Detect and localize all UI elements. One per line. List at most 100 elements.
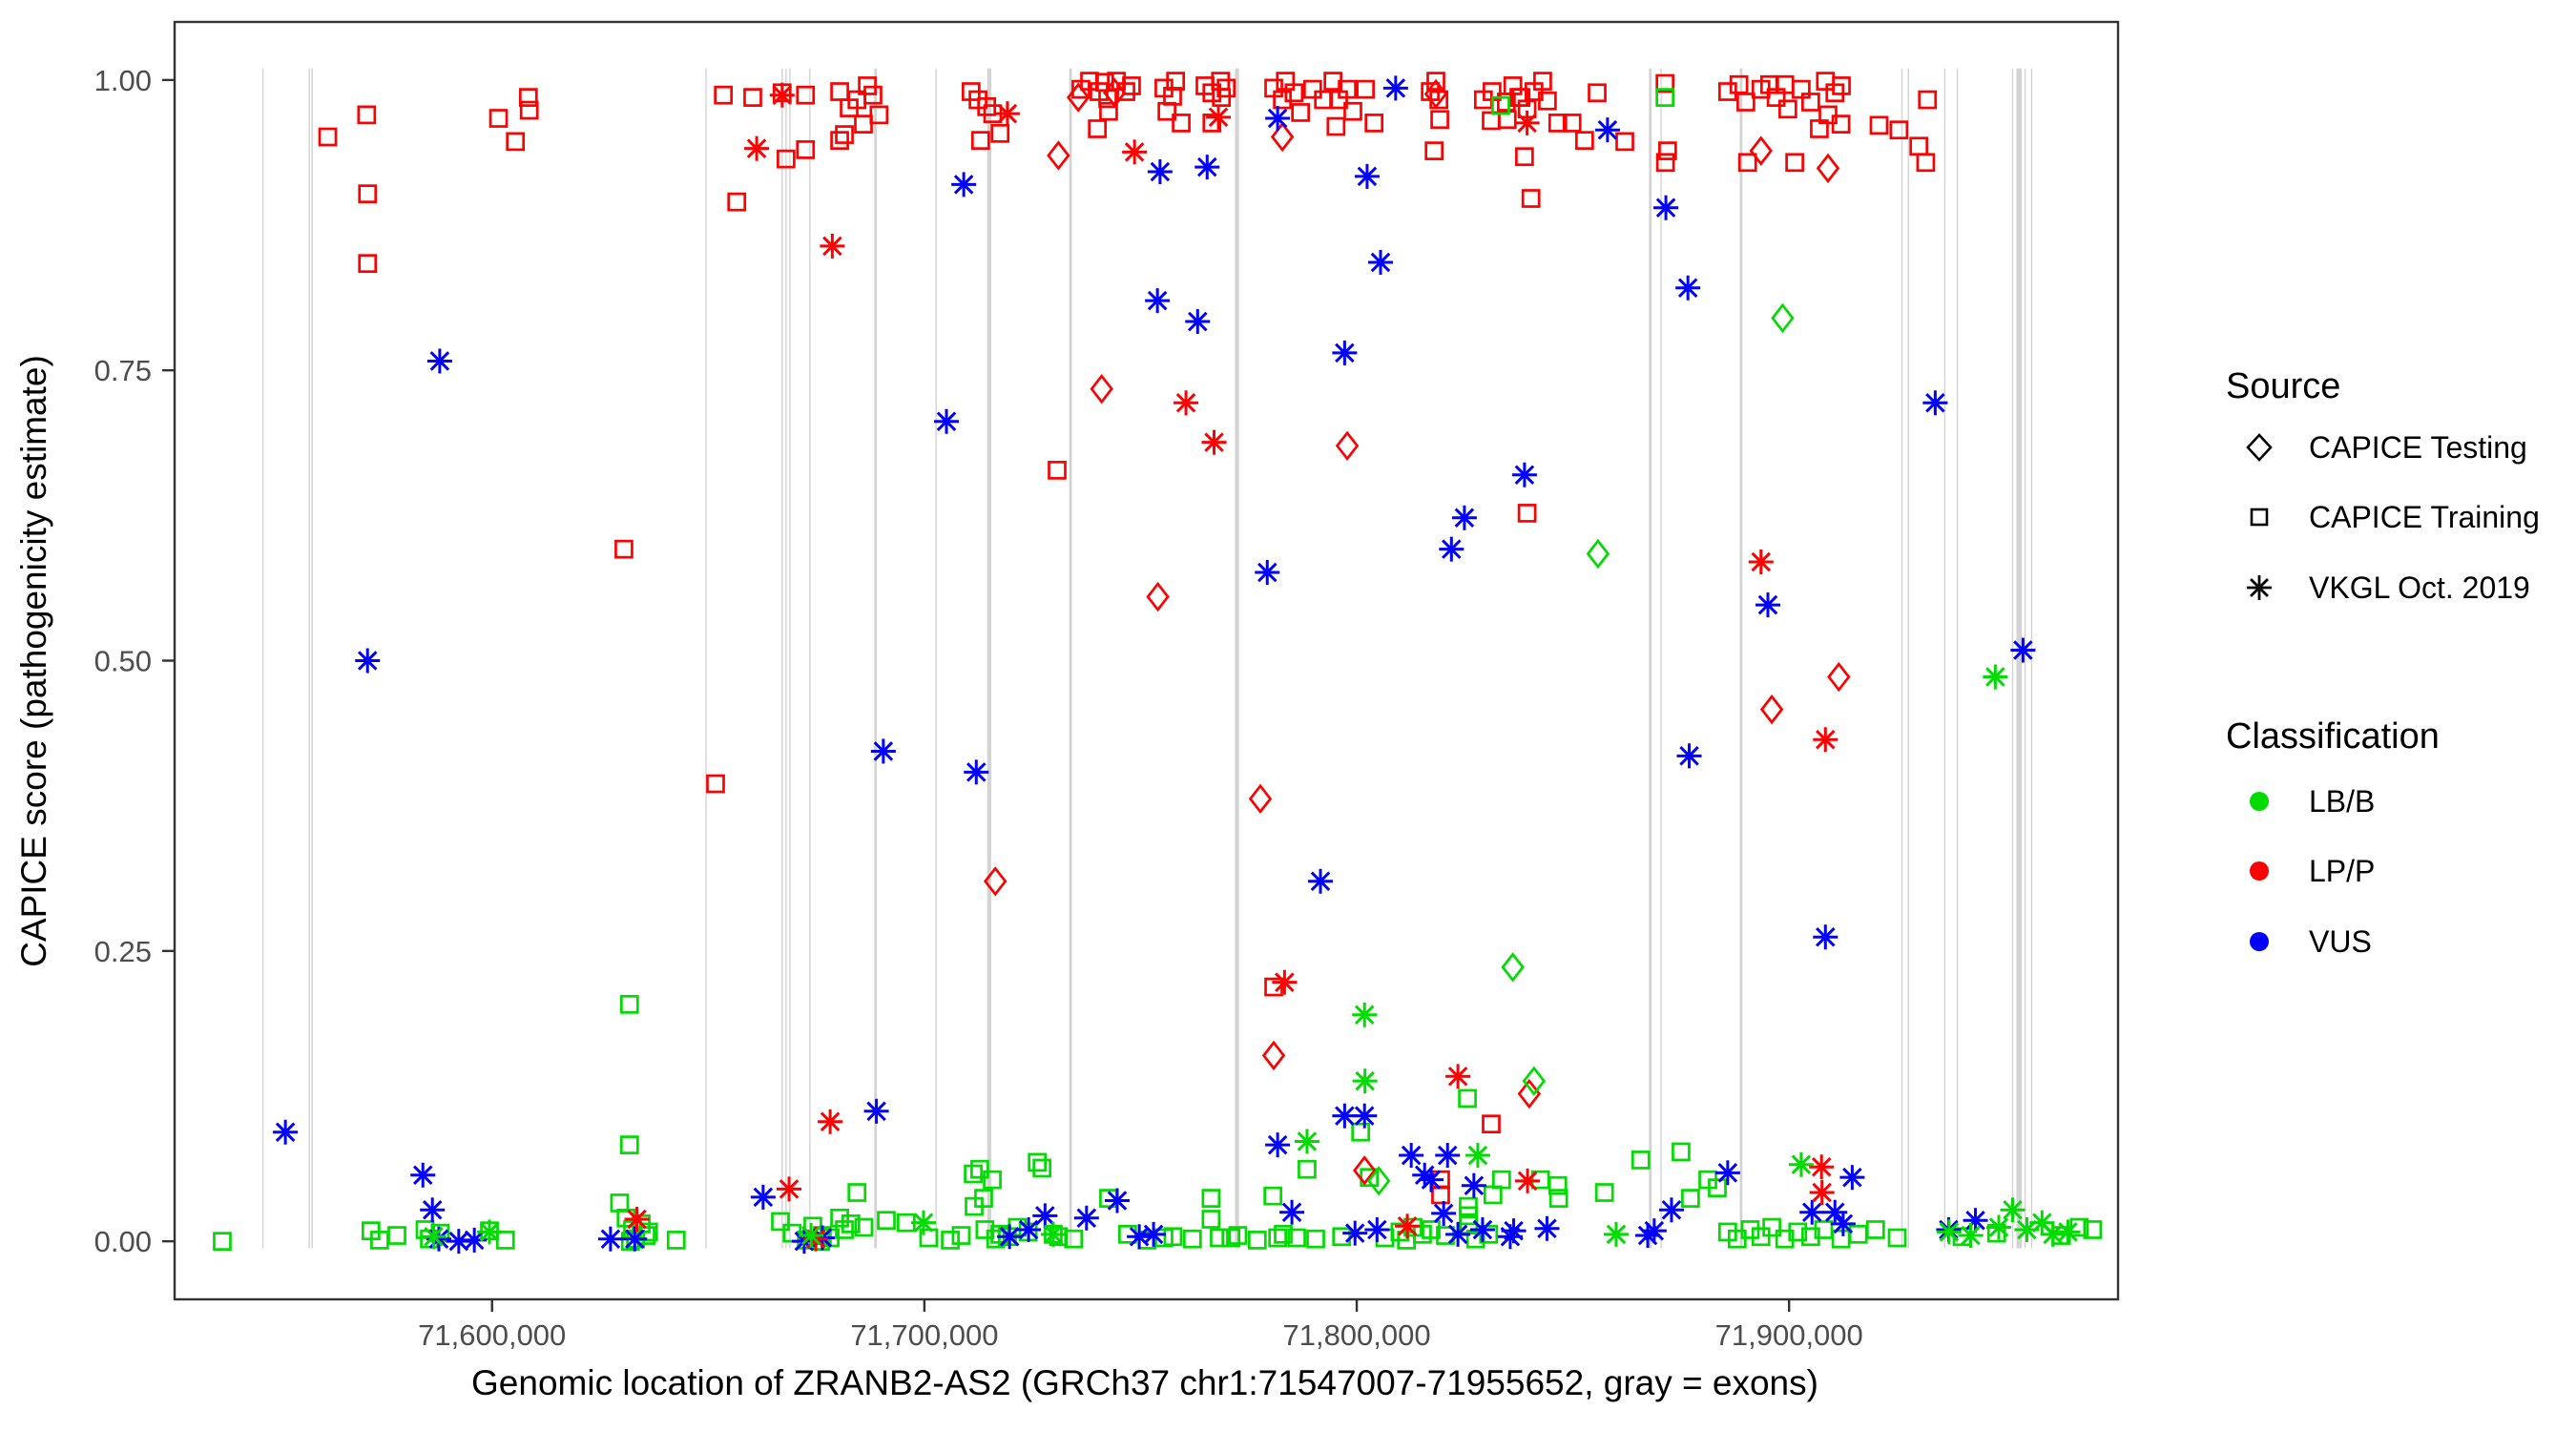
training-square-marker xyxy=(1431,1185,1450,1205)
training-square-marker xyxy=(1099,101,1118,121)
training-square-marker xyxy=(1792,79,1811,99)
vkgl-asterisk-marker xyxy=(1936,1219,1962,1245)
vkgl-asterisk-marker xyxy=(1501,1218,1527,1244)
vkgl-asterisk-marker xyxy=(1073,1205,1099,1231)
training-square-marker xyxy=(1708,1178,1727,1197)
y-tick-label: 0.75 xyxy=(94,354,152,387)
training-square-marker xyxy=(387,1226,406,1245)
vkgl-asterisk-marker xyxy=(1465,1143,1490,1169)
vkgl-asterisk-marker xyxy=(1748,550,1774,575)
training-square-marker xyxy=(965,1196,984,1216)
training-square-marker xyxy=(1788,1222,1808,1242)
training-square-marker xyxy=(1588,83,1607,103)
training-square-marker xyxy=(835,1220,854,1239)
training-square-marker xyxy=(1201,1210,1221,1229)
training-square-marker xyxy=(1458,1089,1477,1109)
vkgl-asterisk-marker xyxy=(622,1226,648,1252)
vkgl-asterisk-marker xyxy=(910,1210,936,1235)
plot-panel-border xyxy=(173,20,2120,1301)
training-square-marker xyxy=(1216,78,1236,98)
vkgl-asterisk-marker xyxy=(750,1184,776,1210)
legend-source-title: Source xyxy=(2226,366,2340,406)
training-square-marker xyxy=(1658,141,1677,160)
training-square-marker xyxy=(964,1164,983,1184)
vkgl-asterisk-marker xyxy=(477,1219,503,1245)
training-square-marker xyxy=(990,124,1010,143)
training-square-marker xyxy=(835,125,854,144)
training-square-marker xyxy=(714,85,734,105)
vkgl-asterisk-marker xyxy=(421,1224,447,1250)
vkgl-asterisk-marker xyxy=(2055,1219,2081,1245)
training-square-marker xyxy=(1287,1228,1306,1248)
training-square-marker xyxy=(830,1208,849,1228)
training-square-marker xyxy=(1426,72,1445,91)
training-square-marker xyxy=(1778,99,1797,119)
testing-diamond-marker xyxy=(1248,783,1273,815)
testing-diamond-marker xyxy=(983,866,1008,897)
vkgl-asterisk-marker xyxy=(273,1119,299,1145)
vkgl-asterisk-marker xyxy=(1986,1214,2011,1240)
training-square-marker xyxy=(1832,76,1851,95)
training-square-marker xyxy=(1430,110,1449,130)
training-square-marker xyxy=(796,140,816,159)
training-square-marker xyxy=(841,1214,861,1234)
training-square-marker xyxy=(743,88,762,107)
vkgl-asterisk-marker xyxy=(1511,462,1537,487)
vkgl-asterisk-marker xyxy=(1265,1132,1291,1158)
testing-diamond-marker xyxy=(1827,661,1851,693)
training-square-marker xyxy=(771,1212,790,1232)
testing-diamond-marker xyxy=(1816,153,1840,184)
vkgl-asterisk-marker xyxy=(744,135,770,161)
vkgl-asterisk-marker xyxy=(1534,1215,1560,1241)
training-square-marker xyxy=(1918,90,1938,110)
legend-item-vus: VUS xyxy=(2309,924,2372,959)
legend-item-capice-training: CAPICE Training xyxy=(2309,500,2540,534)
vkgl-asterisk-marker xyxy=(1294,1129,1319,1154)
training-square-marker xyxy=(1274,1224,1293,1244)
vkgl-asterisk-marker xyxy=(1279,1199,1305,1225)
vkgl-asterisk-marker xyxy=(1830,1211,1856,1236)
testing-diamond-marker xyxy=(1366,1166,1391,1196)
training-square-marker xyxy=(1302,79,1322,99)
vkgl-asterisk-marker xyxy=(1514,110,1540,135)
x-tick-label: 71,900,000 xyxy=(1715,1318,1863,1352)
vkgl-asterisk-marker xyxy=(1431,1200,1457,1226)
vkgl-asterisk-marker xyxy=(2000,1197,2025,1223)
vkgl-asterisk-marker xyxy=(1382,75,1408,101)
vkgl-asterisk-marker xyxy=(1445,1221,1471,1247)
vkgl-asterisk-marker xyxy=(1435,1143,1461,1169)
testing-diamond-marker xyxy=(1501,952,1525,983)
vkgl-asterisk-marker xyxy=(1332,340,1358,365)
training-square-marker xyxy=(1048,461,1067,480)
diamond-icon xyxy=(2246,433,2273,462)
training-square-marker xyxy=(1364,114,1384,133)
vkgl-asterisk-marker xyxy=(1032,1203,1058,1229)
vkgl-asterisk-marker xyxy=(1439,536,1465,562)
vkgl-asterisk-marker xyxy=(820,233,845,259)
training-square-marker xyxy=(614,539,634,559)
vkgl-asterisk-marker xyxy=(410,1162,436,1188)
testing-diamond-marker xyxy=(1749,135,1773,166)
training-square-marker xyxy=(1533,72,1552,91)
vkgl-asterisk-marker xyxy=(1122,139,1148,165)
training-square-marker xyxy=(854,1217,874,1237)
training-square-marker xyxy=(1314,90,1334,110)
vkgl-asterisk-marker xyxy=(1922,390,1948,416)
training-square-marker xyxy=(1517,504,1537,523)
training-square-marker xyxy=(1655,88,1675,107)
training-square-marker xyxy=(970,131,990,151)
vkgl-asterisk-marker xyxy=(1201,429,1227,455)
legend-classification-title: Classification xyxy=(2226,716,2440,757)
vkgl-asterisk-marker xyxy=(863,1098,889,1124)
training-square-marker xyxy=(869,105,889,125)
training-square-marker xyxy=(1916,153,1936,173)
training-square-marker xyxy=(1810,119,1829,138)
y-tick-label: 0.25 xyxy=(94,935,152,968)
training-square-marker xyxy=(1172,114,1191,133)
training-square-marker xyxy=(1483,1185,1503,1205)
training-square-marker xyxy=(830,82,849,101)
x-tick-label: 71,700,000 xyxy=(850,1318,998,1352)
data-points xyxy=(213,72,2103,1255)
training-square-marker xyxy=(1298,1159,1317,1179)
training-square-marker xyxy=(1306,1229,1325,1249)
